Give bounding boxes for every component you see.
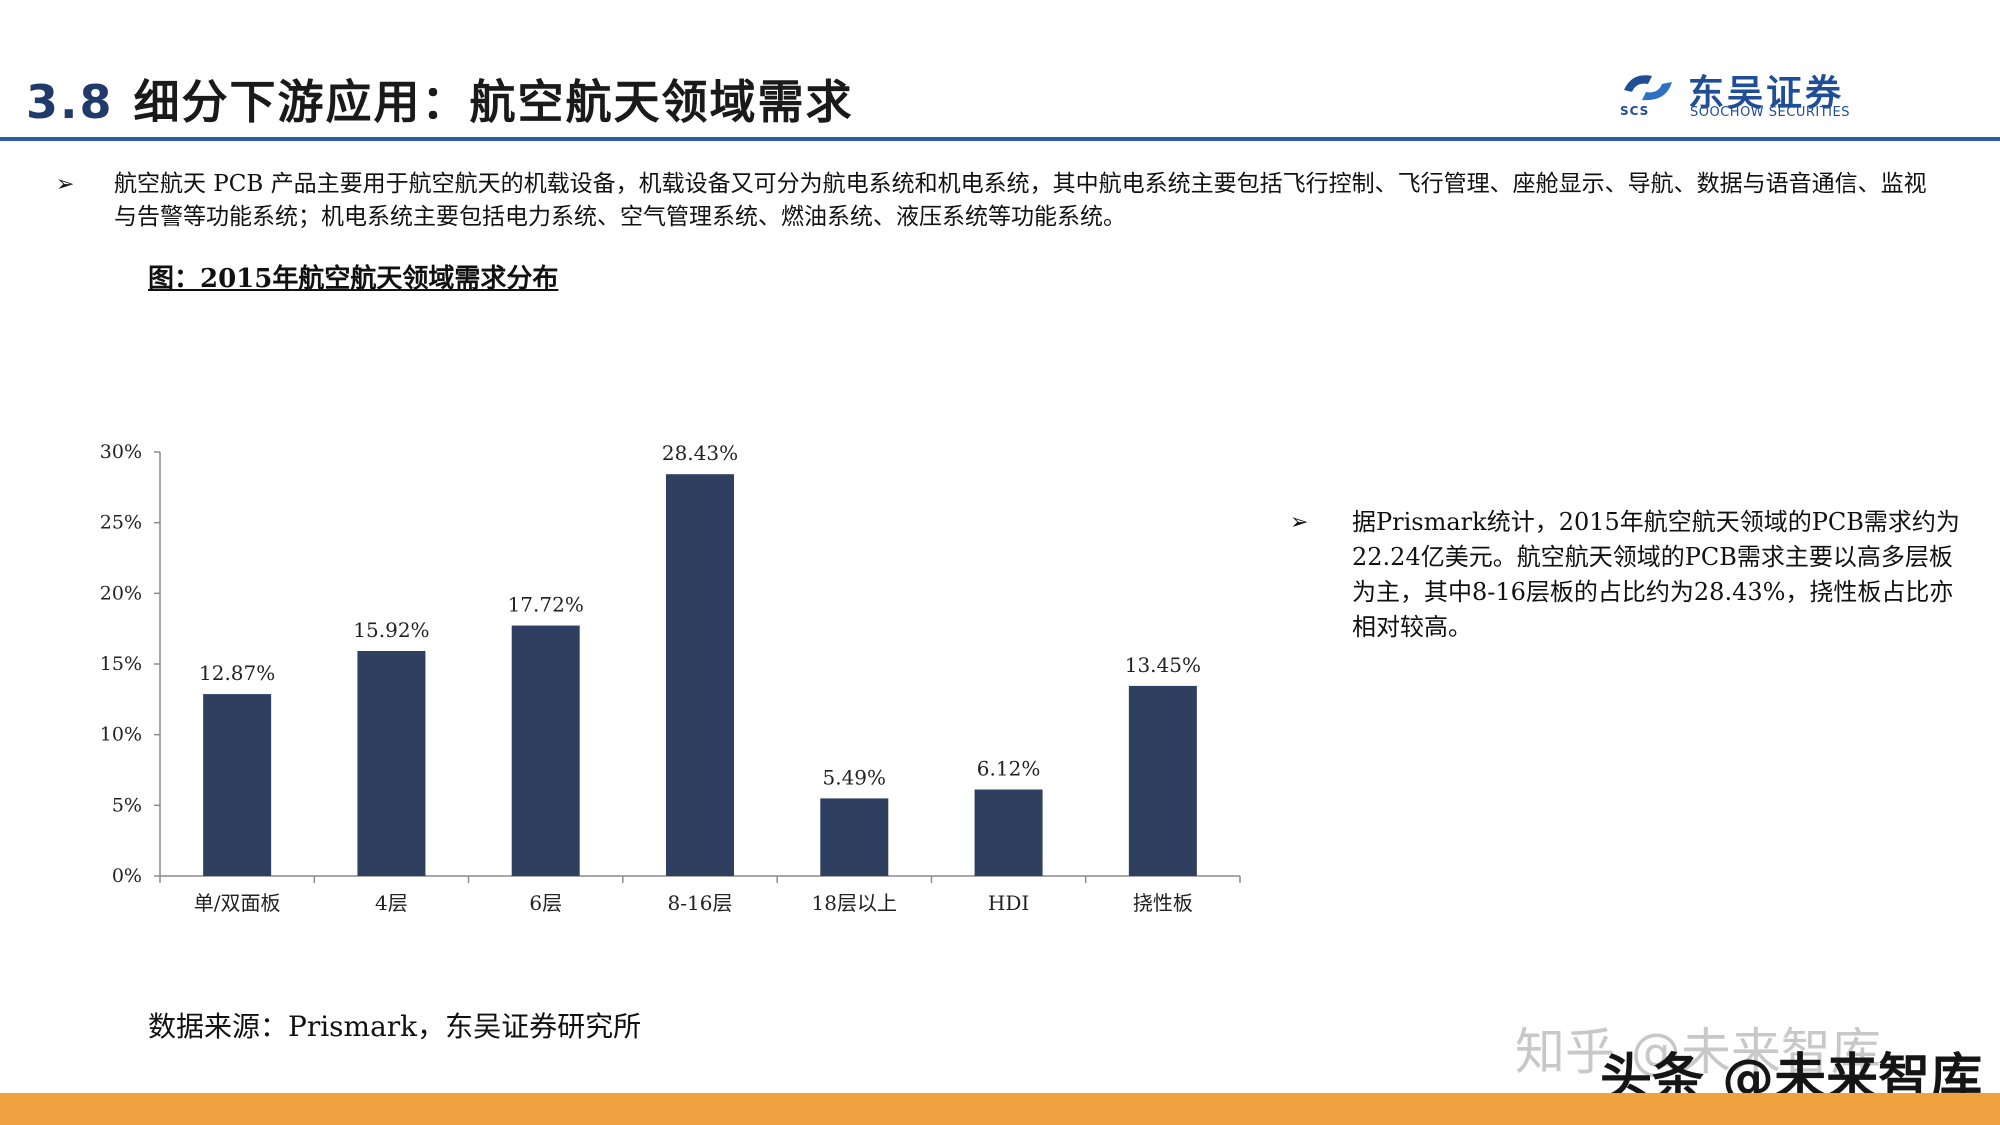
logo-mark-icon: [1624, 74, 1672, 101]
y-tick-label: 20%: [100, 582, 142, 604]
footer-bar: [0, 1093, 2000, 1125]
x-category-label: HDI: [988, 891, 1029, 915]
bar-chart: 0% 5% 10% 15% 20% 25% 30% 12.87% 单/双面板 15.92% 4层 17…: [100, 441, 1241, 915]
section-title: 细分下游应用：航空航天领域需求: [133, 75, 854, 129]
bar-5: [820, 798, 889, 876]
bar-4: [666, 474, 734, 876]
side-note-text: 据Prismark统计，2015年航空航天领域的PCB需求约为22.24亿美元。…: [1352, 508, 1960, 641]
watermark-zhihu: 知乎 @未来智库: [1515, 1023, 1881, 1081]
data-label: 12.87%: [199, 661, 275, 685]
intro-text: 航空航天 PCB 产品主要用于航空航天的机载设备，机载设备又可分为航电系统和机电…: [114, 171, 1927, 230]
header-divider: [0, 137, 2000, 141]
bar-1: [203, 694, 272, 876]
bar-6: [974, 789, 1043, 876]
page-title: 3.8 细分下游应用：航空航天领域需求: [26, 66, 854, 132]
y-tick-label: 5%: [112, 794, 142, 816]
logo-abbr: SCS: [1620, 104, 1650, 118]
y-tick-label: 0%: [112, 865, 142, 887]
data-label: 17.72%: [508, 593, 584, 617]
x-category-label: 6层: [529, 891, 562, 915]
data-label: 15.92%: [353, 618, 429, 642]
data-label: 6.12%: [977, 757, 1041, 781]
data-label: 13.45%: [1125, 653, 1201, 677]
logo-english-name: SOOCHOW SECURITIES: [1690, 105, 1850, 120]
x-category-label: 4层: [375, 891, 408, 915]
brand-logo: SCS 东吴证券 SOOCHOW SECURITIES: [1618, 64, 1898, 120]
x-category-label: 挠性板: [1133, 891, 1193, 915]
figure-title: 图：2015年航空航天领域需求分布: [148, 264, 559, 294]
x-category-label: 8-16层: [668, 891, 733, 915]
y-tick-label: 10%: [100, 724, 142, 746]
bullet-arrow-icon: ➢: [1290, 510, 1309, 535]
x-category-label: 18层以上: [812, 891, 897, 915]
bar-2: [357, 650, 426, 876]
section-number: 3.8: [26, 75, 114, 129]
x-category-label: 单/双面板: [194, 891, 281, 915]
data-label: 28.43%: [662, 441, 738, 465]
y-tick-label: 15%: [100, 653, 142, 675]
data-label: 5.49%: [823, 765, 887, 789]
y-tick-label: 30%: [100, 441, 142, 463]
bullet-arrow-icon: ➢: [56, 172, 75, 197]
y-tick-label: 25%: [100, 512, 142, 534]
bar-3: [511, 625, 580, 876]
data-source: 数据来源：Prismark，东吴证券研究所: [148, 1010, 642, 1043]
bar-7: [1128, 685, 1197, 876]
logo-chinese-name: 东吴证券: [1688, 73, 1845, 114]
